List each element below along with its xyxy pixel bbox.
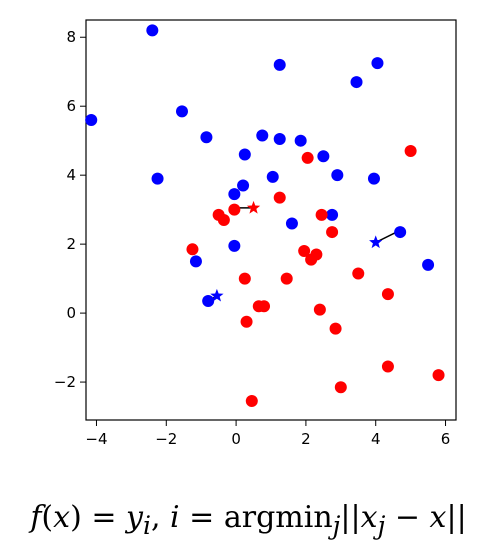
x-tick-label: 6 (441, 430, 451, 448)
formula-argmin: = argmin (179, 500, 333, 535)
red-point (217, 214, 230, 226)
formula-y: y (126, 500, 143, 535)
formula-i: i (170, 500, 180, 535)
blue-point (422, 258, 435, 271)
blue-point (228, 239, 241, 252)
red-point (404, 145, 417, 158)
formula-bars-open: || (340, 500, 361, 535)
red-point (273, 191, 286, 204)
y-tick-label: 2 (66, 235, 76, 253)
red-point (238, 272, 251, 285)
red-point (334, 381, 347, 394)
blue-point (189, 255, 202, 268)
blue-point (146, 24, 159, 37)
blue-point (350, 76, 363, 89)
y-tick-label: 8 (66, 28, 76, 46)
red-point (245, 395, 258, 408)
x-tick-label: −2 (155, 430, 177, 448)
red-point (258, 300, 271, 313)
plot-area (85, 19, 457, 421)
blue-query-star (369, 235, 383, 249)
blue-point (228, 188, 241, 201)
formula-bars-close: || (446, 500, 467, 535)
formula-equals: = (81, 500, 126, 535)
formula-sub-j2: j (377, 511, 386, 540)
blue-point (285, 217, 298, 230)
blue-point (237, 179, 250, 192)
blue-point (85, 114, 98, 126)
red-point (186, 243, 199, 256)
formula-sub-j: j (332, 511, 341, 540)
scatter-plot: −4 −2 0 2 4 6 −2 0 2 4 6 8 (54, 19, 457, 448)
formula-comma: , (150, 500, 171, 535)
red-point (305, 253, 318, 266)
x-tick-label: 0 (231, 430, 241, 448)
data-points (85, 24, 445, 408)
red-point (326, 226, 339, 239)
blue-point (367, 172, 380, 185)
axis-ticks: −4 −2 0 2 4 6 −2 0 2 4 6 8 (54, 28, 450, 448)
red-point (352, 267, 365, 280)
formula-x: x (53, 500, 71, 535)
red-query-star (246, 200, 261, 214)
formula-minus: − (385, 500, 430, 535)
blue-point (294, 134, 307, 147)
blue-point (202, 295, 215, 308)
query-stars (210, 200, 383, 302)
blue-point (175, 105, 188, 118)
red-point (329, 322, 342, 335)
y-tick-label: 4 (66, 166, 76, 184)
nearest-neighbor-formula: f(x) = yi, i = argminj||xj − x|| (30, 500, 467, 540)
red-point (301, 151, 314, 164)
blue-point (151, 172, 164, 185)
red-point (432, 369, 445, 382)
blue-query-star (210, 288, 224, 302)
blue-point (273, 58, 286, 71)
red-point (381, 360, 394, 373)
blue-point (326, 208, 339, 221)
x-tick-label: −4 (85, 430, 107, 448)
red-point (313, 303, 326, 316)
formula-xj: x (360, 500, 378, 535)
red-point (240, 315, 253, 328)
y-tick-label: 6 (66, 97, 76, 115)
red-point (381, 288, 394, 301)
x-tick-label: 2 (301, 430, 311, 448)
blue-point (273, 132, 286, 145)
formula-sub-i: i (142, 511, 151, 540)
x-tick-label: 4 (371, 430, 381, 448)
red-point (280, 272, 293, 285)
blue-point (371, 57, 384, 70)
blue-point (317, 150, 330, 163)
blue-point (394, 226, 407, 239)
red-point (315, 208, 328, 221)
red-point (298, 245, 311, 258)
blue-point (238, 148, 251, 161)
y-tick-label: −2 (54, 373, 76, 391)
blue-point (331, 169, 344, 182)
y-tick-label: 0 (66, 304, 76, 322)
blue-point (200, 131, 213, 144)
red-point (228, 203, 241, 216)
blue-point (266, 170, 279, 183)
formula-x2: x (429, 500, 447, 535)
blue-point (256, 129, 269, 142)
formula-f: f (30, 500, 42, 535)
